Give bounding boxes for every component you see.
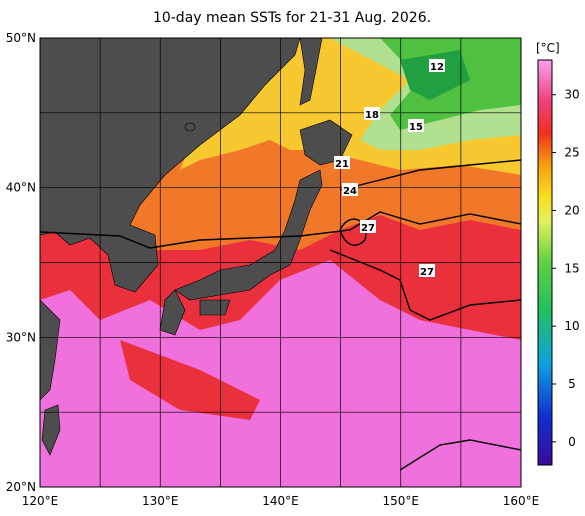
y-tick-label: 50°N xyxy=(6,31,36,45)
x-tick-label: 150°E xyxy=(383,494,420,508)
colorbar-tick-label: 25 xyxy=(564,146,579,160)
colorbar-tick-label: 30 xyxy=(564,88,579,102)
contour-label-box xyxy=(419,264,435,277)
colorbar-tick-label: 20 xyxy=(564,203,579,217)
y-tick-label: 30°N xyxy=(6,330,36,344)
y-tick-label: 40°N xyxy=(6,181,36,195)
colorbar xyxy=(537,59,553,466)
contour-label-box xyxy=(342,183,358,196)
colorbar-tick-label: 5 xyxy=(568,377,576,391)
contour-label: 27 xyxy=(361,223,375,234)
x-tick-label: 160°E xyxy=(503,494,540,508)
contour-label: 21 xyxy=(335,159,349,170)
x-tick-label: 120°E xyxy=(22,494,59,508)
contour-label-box xyxy=(429,59,445,72)
contour-label-box xyxy=(408,119,424,132)
map-frame xyxy=(39,37,522,488)
title: 10-day mean SSTs for 21-31 Aug. 2026. xyxy=(153,10,431,26)
contour-label: 24 xyxy=(343,186,357,197)
contour-label: 15 xyxy=(409,122,423,133)
contour-label: 18 xyxy=(365,110,379,121)
x-tick-label: 140°E xyxy=(262,494,299,508)
y-tick-label: 20°N xyxy=(6,480,36,494)
colorbar-tick-label: 10 xyxy=(564,319,579,333)
contour-label-box xyxy=(364,107,380,120)
contour-label-box xyxy=(334,156,350,169)
colorbar-unit: [°C] xyxy=(536,41,560,55)
colorbar-tick-label: 0 xyxy=(568,435,576,449)
contour-label: 27 xyxy=(420,267,434,278)
contour-label: 12 xyxy=(430,62,444,73)
colorbar-tick-label: 15 xyxy=(564,261,579,275)
contour-label-box xyxy=(360,220,376,233)
x-tick-label: 130°E xyxy=(142,494,179,508)
